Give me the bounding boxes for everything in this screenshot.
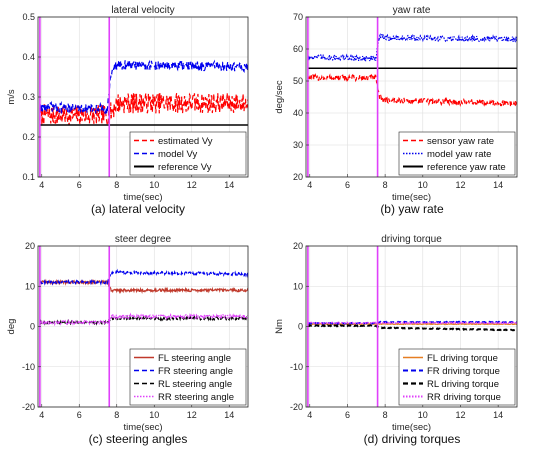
x-tick-label: 6 [77,410,82,420]
y-tick-label: 0.2 [22,132,35,142]
x-axis-label: time(sec) [392,192,431,203]
chart-panel-1: 4 6 8 10 12 14 20 30 40 50 60 70 yaw rate time(sec) de… [274,5,518,216]
y-tick-label: 0 [30,322,35,332]
x-axis-label: time(sec) [392,422,431,433]
series-line-1 [39,268,248,286]
legend: sensor yaw rate model yaw rate reference y… [398,131,516,176]
y-tick-label: 0.5 [22,12,35,22]
y-tick-label: -10 [290,362,303,372]
series-group [307,32,517,108]
x-tick-label: 8 [114,410,119,420]
legend-box [129,131,247,176]
x-tick-label: 12 [455,180,465,190]
x-tick-label: 4 [39,180,44,190]
legend-entry: RL driving torque [427,379,499,390]
y-axis-label: deg/sec [274,80,285,114]
legend: FL driving torque FR driving torque RL dri… [398,348,516,406]
axis-frame [305,16,518,178]
series-line-0 [39,92,248,127]
chart-title: lateral velocity [111,5,174,16]
y-tick-label: 70 [293,12,303,22]
legend-entry: FL steering angle [158,353,231,364]
legend-entry: reference Vy [158,162,212,173]
chart-title: driving torque [381,234,442,245]
x-tick-label: 10 [149,180,159,190]
series-line-1 [39,58,248,115]
legend-entry: model Vy [158,149,197,160]
legend-entry: sensor yaw rate [427,136,494,147]
legend-entry: RL steering angle [158,379,232,390]
y-tick-label: -10 [22,362,35,372]
y-tick-label: 10 [293,281,303,291]
x-tick-label: 10 [418,410,428,420]
y-tick-label: -20 [22,402,35,412]
x-tick-label: 10 [149,410,159,420]
figure-caption: (d) driving torques [364,432,461,446]
series-line-1 [307,32,517,64]
series-group [39,58,248,127]
figure-caption: (a) lateral velocity [91,202,185,216]
series-line-3 [39,312,248,327]
y-tick-label: 0 [298,322,303,332]
y-tick-label: 0.4 [22,52,35,62]
x-tick-label: 12 [187,180,197,190]
x-tick-label: 8 [114,180,119,190]
x-tick-label: 8 [383,410,388,420]
x-axis-label: time(sec) [123,192,162,203]
series-line-3 [307,321,517,325]
x-axis-label: time(sec) [123,422,162,433]
y-tick-label: 10 [25,281,35,291]
y-tick-label: 40 [293,108,303,118]
legend-entry: reference yaw rate [427,162,506,173]
x-tick-label: 14 [224,180,234,190]
legend: estimated Vy model Vy reference Vy [129,131,247,176]
legend-entry: RR driving torque [427,392,501,403]
y-tick-label: 0.3 [22,92,35,102]
legend-entry: FL driving torque [427,353,498,364]
series-group [307,320,517,332]
y-axis-label: m/s [6,89,17,105]
chart-panel-2: 4 6 8 10 12 14 -20 -10 0 10 20 steer degree time(sec… [6,234,249,446]
y-axis-label: Nm [274,319,285,334]
x-tick-label: 4 [39,410,44,420]
y-tick-label: 20 [25,241,35,251]
chart-title: steer degree [115,234,172,245]
legend-entry: FR driving torque [427,366,500,377]
y-tick-label: -20 [290,402,303,412]
y-tick-label: 50 [293,76,303,86]
legend-entry: FR steering angle [158,366,233,377]
x-tick-label: 12 [187,410,197,420]
x-tick-label: 6 [345,180,350,190]
legend: FL steering angle FR steering angle RL ste… [129,348,247,406]
x-tick-label: 14 [224,410,234,420]
legend-entry: model yaw rate [427,149,491,160]
x-tick-label: 14 [493,180,503,190]
legend-box [129,348,247,406]
y-tick-label: 30 [293,140,303,150]
series-line-2 [307,323,517,332]
y-tick-label: 20 [293,241,303,251]
x-tick-label: 12 [455,410,465,420]
chart-panel-3: 4 6 8 10 12 14 -20 -10 0 10 20 driving torque time(s… [274,234,518,446]
x-tick-label: 10 [418,180,428,190]
figure-caption: (c) steering angles [89,432,188,446]
x-tick-label: 4 [307,180,312,190]
series-line-0 [307,72,517,108]
y-tick-label: 60 [293,44,303,54]
y-tick-label: 0.1 [22,172,35,182]
x-tick-label: 8 [383,180,388,190]
x-tick-label: 14 [493,410,503,420]
chart-panel-0: 4 6 8 10 12 14 0.1 0.2 0.3 0.4 0.5 lateral velocity… [6,5,249,216]
legend-entry: RR steering angle [158,392,234,403]
legend-entry: estimated Vy [158,136,213,147]
figure-caption: (b) yaw rate [380,202,444,216]
series-group [39,268,248,327]
y-tick-label: 20 [293,172,303,182]
x-tick-label: 6 [345,410,350,420]
x-tick-label: 6 [77,180,82,190]
chart-title: yaw rate [393,5,431,16]
y-axis-label: deg [6,319,17,335]
x-tick-label: 4 [307,410,312,420]
